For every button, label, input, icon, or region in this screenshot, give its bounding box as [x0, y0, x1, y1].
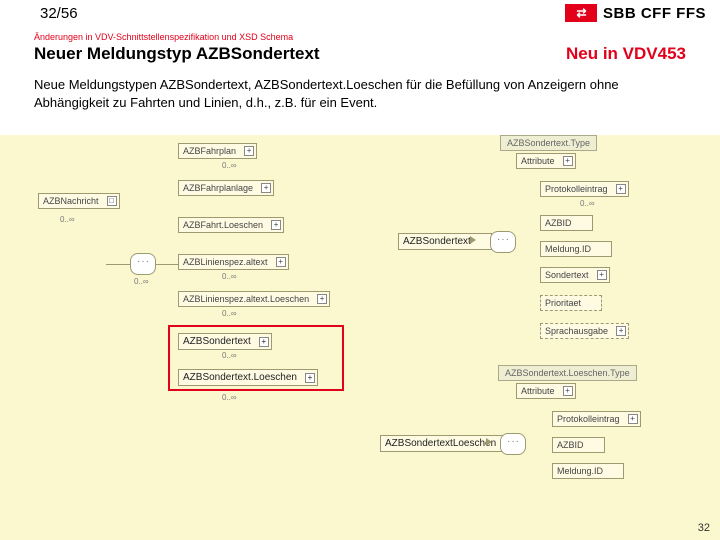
node-attribute: Attribute+: [516, 383, 576, 399]
slide-title: Neuer Meldungstyp AZBSondertext: [34, 44, 320, 64]
node-item: AZBID: [540, 215, 593, 231]
node-attribute: Attribute+: [516, 153, 576, 169]
panel-title: AZBSondertext.Type: [500, 135, 597, 151]
sequence-connector: [490, 231, 516, 253]
connector-line: [106, 264, 130, 265]
logo-text: SBB CFF FFS: [603, 5, 706, 22]
multiplicity: 0..∞: [134, 277, 149, 286]
node-item: Meldung.ID: [552, 463, 624, 479]
connector-line: [156, 264, 178, 265]
arrow-icon: [486, 438, 492, 446]
brand-logo: ⇄ SBB CFF FFS: [565, 4, 706, 22]
page-counter: 32/56: [40, 5, 78, 22]
node-item: Sprachausgabe+: [540, 323, 629, 339]
node-item: Prioritaet: [540, 295, 602, 311]
panel-title: AZBSondertext.Loeschen.Type: [498, 365, 637, 381]
node-item: Sondertext+: [540, 267, 610, 283]
slide-subtitle: Änderungen in VDV-Schnittstellenspezifik…: [0, 22, 720, 44]
sequence-connector: [130, 253, 156, 275]
node-item: AZBID: [552, 437, 605, 453]
node-item: AZBFahrplanlage+: [178, 180, 274, 196]
slide-description: Neue Meldungstypen AZBSondertext, AZBSon…: [0, 70, 720, 119]
node-item: AZBSondertext+: [178, 333, 272, 350]
multiplicity: 0..∞: [60, 215, 75, 224]
node-item: AZBLinienspez.altext+: [178, 254, 289, 270]
node-root-mid: AZBSondertext: [398, 233, 492, 250]
node-item: Protokolleintrag+: [540, 181, 629, 197]
slide-header: 32/56 ⇄ SBB CFF FFS: [0, 0, 720, 22]
node-item: Meldung.ID: [540, 241, 612, 257]
node-root-lower: AZBSondertextLoeschen: [380, 435, 517, 452]
node-item: Protokolleintrag+: [552, 411, 641, 427]
slide-title-bar: Neuer Meldungstyp AZBSondertext Neu in V…: [0, 44, 720, 70]
logo-icon: ⇄: [565, 4, 597, 22]
node-item: AZBFahrt.Loeschen+: [178, 217, 284, 233]
diagram-area: AZBNachricht□ 0..∞ 0..∞ AZBFahrplan+ 0..…: [0, 135, 720, 540]
node-item: AZBFahrplan+: [178, 143, 257, 159]
node-item: AZBLinienspez.altext.Loeschen+: [178, 291, 330, 307]
page-number: 32: [698, 522, 710, 534]
slide-badge: Neu in VDV453: [566, 44, 686, 64]
node-root-left: AZBNachricht□: [38, 193, 120, 209]
arrow-icon: [470, 236, 476, 244]
expand-icon: □: [107, 196, 117, 206]
sequence-connector: [500, 433, 526, 455]
node-item: AZBSondertext.Loeschen+: [178, 369, 318, 386]
